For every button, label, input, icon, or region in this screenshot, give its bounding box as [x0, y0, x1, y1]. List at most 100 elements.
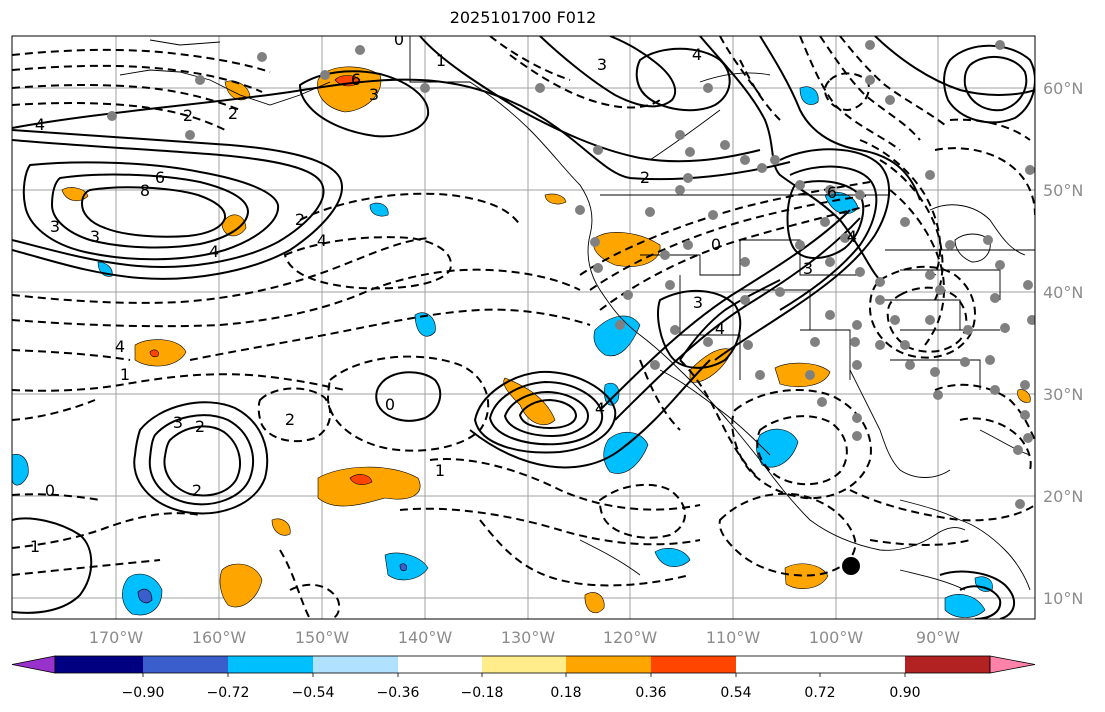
orange-blob [544, 193, 567, 205]
colorbar-tick-label: −0.36 [377, 685, 420, 701]
orange-blob [219, 563, 263, 608]
longitude-label: 130°W [501, 628, 556, 647]
colorbar-tick-label: −0.72 [207, 685, 250, 701]
blue-blob [654, 547, 691, 567]
longitude-label: 90°W [916, 628, 960, 647]
colorbar-tick-label: 0.72 [804, 685, 835, 701]
longitude-label: 110°W [706, 628, 761, 647]
colorbar-segment [313, 656, 398, 673]
red-blob [349, 474, 373, 485]
longitude-label: 160°W [192, 628, 247, 647]
colorbar-extend-high [989, 655, 1036, 674]
blue-blob [944, 594, 986, 618]
contour-label: 6 [351, 70, 361, 89]
dashed-contours [12, 36, 1035, 619]
contour-label: 4 [317, 231, 327, 250]
colorbar-segment [228, 656, 313, 673]
orange-blob [61, 187, 89, 202]
blue-blob [604, 382, 620, 406]
blue-blob [414, 312, 436, 337]
orange-blob [317, 66, 382, 113]
longitude-label: 140°W [398, 628, 453, 647]
colorbar-tick-label: 0.54 [720, 685, 751, 701]
red-blob [149, 349, 159, 358]
orange-blob [784, 563, 829, 589]
colorbar-segment [398, 656, 482, 673]
colorbar-segment [651, 656, 736, 673]
contour-label: 2 [195, 417, 205, 436]
blue-blob [12, 454, 29, 486]
contour-label: 1 [30, 537, 40, 556]
solid-contours [12, 36, 1035, 619]
contour-label: 0 [385, 395, 395, 414]
contour-label: 2 [640, 168, 650, 187]
longitude-label: 100°W [809, 628, 864, 647]
latitude-label: 60°N [1043, 79, 1083, 98]
station-dots [107, 40, 1035, 509]
contour-label: 4 [595, 399, 605, 418]
contour-label: 4 [115, 337, 125, 356]
blue-blob [756, 428, 799, 468]
colorbar-segment [55, 656, 143, 673]
colorbar-segment [482, 656, 566, 673]
longitude-label: 170°W [89, 628, 144, 647]
colorbar-outline [54, 655, 991, 674]
contour-label: 0 [394, 30, 404, 49]
blue-blob [369, 202, 389, 217]
map-frame [11, 35, 1036, 620]
colorbar-tick-label: −0.90 [122, 685, 165, 701]
contour-label: 4 [209, 242, 219, 261]
contour-label: 3 [173, 413, 183, 432]
colorbar-tick-label: 0.36 [635, 685, 666, 701]
contour-label: 1 [435, 461, 445, 480]
latitude-label: 20°N [1043, 487, 1083, 506]
map-frame-bg [12, 36, 1035, 619]
contour-label: 0 [45, 481, 55, 500]
orange-blob [317, 466, 421, 507]
map-title: 2025101700 F012 [449, 8, 597, 27]
orange-blob [584, 592, 605, 614]
orange-blob [774, 362, 831, 387]
contour-label: 6 [827, 183, 837, 202]
colorbar-segment [566, 656, 651, 673]
orange-blob [134, 339, 187, 367]
contour-label: 4 [715, 319, 725, 338]
orange-blob [221, 214, 247, 237]
contour-label: 4 [35, 115, 45, 134]
blue-dark-blob [399, 563, 407, 572]
contour-label: 3 [50, 217, 60, 236]
blue-blob [799, 86, 819, 105]
contour-label: 6 [155, 168, 165, 187]
colorbar-tick-label: −0.54 [292, 685, 335, 701]
contour-label: 3 [90, 227, 100, 246]
longitude-label: 150°W [295, 628, 350, 647]
orange-blob [271, 518, 291, 536]
blue-dark-blob [137, 588, 153, 604]
colorbar-extend-low [11, 655, 56, 674]
contour-label: 4 [847, 227, 857, 246]
latitude-labels: 60°N 50°N 40°N 30°N 20°N 10°N [1043, 79, 1083, 608]
contour-label: 2 [192, 481, 202, 500]
contour-label: 1 [120, 365, 130, 384]
colorbar: −0.90 −0.72 −0.54 −0.36 −0.18 0.18 0.36 0.54 0.7… [11, 655, 1036, 701]
contour-label: 4 [692, 45, 702, 64]
longitude-label: 120°W [603, 628, 658, 647]
latitude-label: 50°N [1043, 181, 1083, 200]
blue-blob [603, 432, 649, 474]
colorbar-segment [143, 656, 228, 673]
coastlines [119, 36, 1035, 591]
colorbar-tick-label: 0.90 [889, 685, 920, 701]
colorbar-tick-label: 0.18 [550, 685, 581, 701]
contour-label: 3 [369, 85, 379, 104]
anomaly-shading [12, 66, 1031, 618]
black-marker-dot [842, 557, 860, 575]
colorbar-tick-label: −0.18 [461, 685, 504, 701]
contour-label: 2 [183, 106, 193, 125]
contour-label: 3 [693, 293, 703, 312]
contour-label: 3 [803, 259, 813, 278]
contour-label: 2 [285, 410, 295, 429]
contour-label: 3 [597, 55, 607, 74]
contour-label: 2 [228, 104, 238, 123]
